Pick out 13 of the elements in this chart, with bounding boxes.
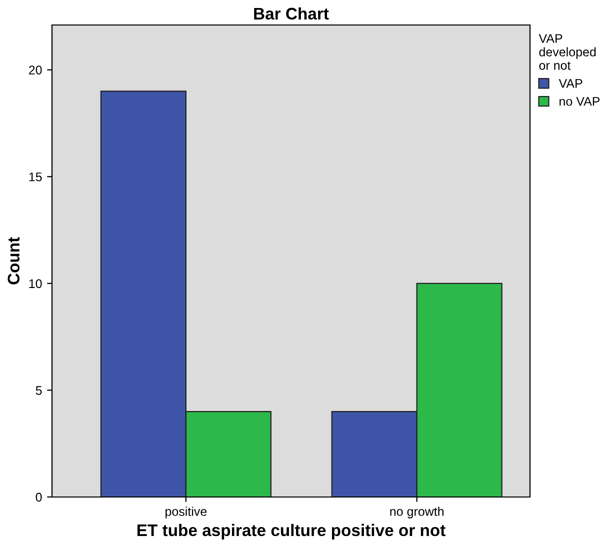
- x-axis-title: ET tube aspirate culture positive or not: [137, 524, 446, 540]
- legend-label: no VAP: [560, 97, 600, 106]
- legend-title: VAP developed or not: [538, 34, 596, 70]
- y-axis-title: Count: [8, 237, 20, 284]
- y-tick-label: 15: [29, 172, 42, 182]
- y-tick-label: 10: [29, 279, 42, 288]
- y-tick-label: 20: [29, 66, 42, 75]
- y-tick-label: 5: [36, 386, 42, 395]
- x-tick-label: positive: [166, 506, 207, 518]
- chart-title: Bar Chart: [254, 7, 329, 20]
- legend-label: VAP: [558, 79, 582, 88]
- x-tick-label: no growth: [390, 506, 444, 518]
- y-tick-label: 0: [36, 492, 42, 502]
